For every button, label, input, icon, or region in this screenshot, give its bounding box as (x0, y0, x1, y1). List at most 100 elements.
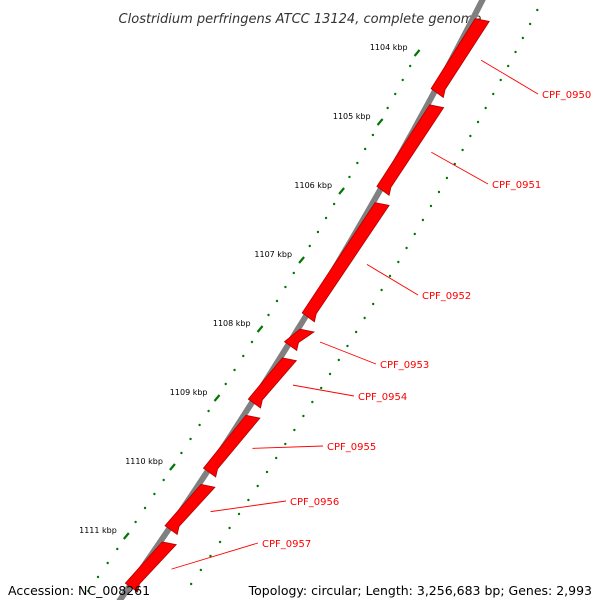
inner-tick (469, 134, 472, 138)
minor-tick (332, 202, 336, 206)
minor-tick (143, 506, 147, 510)
inner-tick (256, 484, 259, 488)
gene-label-cpf_0950[interactable]: CPF_0950 (542, 90, 591, 101)
minor-tick (324, 216, 328, 220)
kbp-tick-label: 1110 kbp (125, 457, 163, 466)
inner-tick (514, 50, 517, 54)
label-leader-line (319, 341, 377, 365)
gene-label-cpf_0955[interactable]: CPF_0955 (327, 442, 376, 453)
minor-tick (224, 382, 227, 386)
inner-tick (354, 330, 358, 334)
kbp-tick-label: 1108 kbp (213, 319, 251, 328)
major-tick (122, 532, 130, 540)
kbp-tick-label: 1107 kbp (254, 250, 292, 259)
inner-tick (311, 400, 314, 404)
label-leader-line (210, 500, 287, 513)
inner-tick (346, 344, 349, 348)
gene-labels: CPF_0950 CPF_0951 CPF_0952 CPF_0953 CPF_0954… (171, 59, 591, 570)
minor-tick (371, 133, 375, 137)
minor-tick (394, 92, 397, 96)
minor-tick (87, 589, 90, 593)
inner-tick (421, 218, 425, 222)
inner-tick (405, 246, 408, 250)
inner-tick (237, 512, 241, 516)
gene-label-cpf_0953[interactable]: CPF_0953 (380, 360, 429, 371)
major-tick (169, 463, 176, 471)
minor-tick (316, 230, 320, 234)
minor-tick (106, 561, 109, 565)
label-leader-line (252, 445, 324, 449)
minor-tick (134, 520, 137, 524)
minor-tick (242, 354, 245, 358)
inner-tick (461, 148, 464, 152)
gene-label-cpf_0956[interactable]: CPF_0956 (290, 497, 339, 508)
kbp-ruler: 1104 kbp 1105 kbp 1106 kbp 1107 kbp 1108 kbp… (79, 8, 539, 593)
major-tick (298, 256, 305, 264)
label-leader-line (480, 59, 539, 95)
label-leader-line (431, 151, 489, 185)
kbp-tick-label: 1105 kbp (333, 112, 371, 121)
inner-tick (199, 568, 203, 572)
inner-tick (413, 232, 416, 236)
minor-tick (250, 340, 254, 344)
minor-tick (207, 409, 210, 413)
inner-tick (302, 414, 305, 418)
major-tick (376, 118, 384, 126)
inner-tick (265, 470, 269, 474)
inner-tick (476, 120, 480, 124)
inner-tick (506, 64, 510, 68)
major-tick (338, 187, 345, 195)
gene-label-cpf_0951[interactable]: CPF_0951 (492, 180, 541, 191)
major-tick (413, 49, 421, 57)
inner-tick (228, 526, 231, 530)
inner-tick (380, 288, 383, 292)
inner-tick (437, 190, 441, 194)
gene-arrow-cpf_0951[interactable] (376, 104, 445, 196)
minor-tick (275, 299, 279, 303)
gene-label-cpf_0952[interactable]: CPF_0952 (422, 291, 471, 302)
inner-tick (218, 540, 222, 544)
gene-label-cpf_0954[interactable]: CPF_0954 (358, 392, 407, 403)
inner-tick (320, 386, 323, 390)
kbp-tick-label: 1106 kbp (294, 181, 332, 190)
kbp-tick-label: 1109 kbp (170, 388, 208, 397)
minor-tick (356, 161, 359, 165)
minor-tick (233, 368, 236, 372)
kbp-tick-label: 1111 kbp (79, 526, 117, 535)
gene-arrow-cpf_0953[interactable] (283, 328, 316, 352)
inner-tick (397, 260, 400, 264)
major-tick (213, 394, 221, 402)
gene-arrow-cpf_0957[interactable] (124, 541, 177, 593)
minor-tick (96, 575, 100, 579)
minor-tick (284, 285, 287, 289)
inner-tick (209, 554, 212, 558)
minor-tick (401, 78, 404, 82)
minor-tick (153, 492, 156, 496)
minor-tick (386, 106, 389, 110)
minor-tick (408, 64, 412, 68)
inner-tick (492, 92, 495, 96)
minor-tick (308, 244, 311, 248)
gene-arrow-cpf_0950[interactable] (430, 18, 490, 99)
gene-arrow-cpf_0954[interactable] (247, 357, 298, 409)
inner-tick (274, 456, 278, 460)
genome-summary: Topology: circular; Length: 3,256,683 bp… (248, 583, 592, 598)
gene-arrow-cpf_0952[interactable] (301, 202, 390, 323)
gene-arrow-cpf_0956[interactable] (164, 483, 216, 536)
inner-tick (293, 428, 296, 432)
inner-tick (499, 78, 502, 82)
inner-tick (484, 106, 487, 110)
kbp-tick-label: 1104 kbp (370, 43, 408, 52)
inner-tick (445, 176, 449, 180)
inner-tick (521, 36, 525, 40)
inner-tick (328, 372, 332, 376)
minor-tick (292, 271, 295, 275)
inner-tick (247, 498, 250, 502)
inner-tick (536, 8, 539, 12)
gene-label-cpf_0957[interactable]: CPF_0957 (262, 539, 311, 550)
inner-tick (371, 302, 375, 306)
inner-tick (429, 204, 433, 208)
gene-arrow-cpf_0955[interactable] (202, 414, 261, 478)
map-title: Clostridium perfringens ATCC 13124, comp… (119, 12, 482, 27)
